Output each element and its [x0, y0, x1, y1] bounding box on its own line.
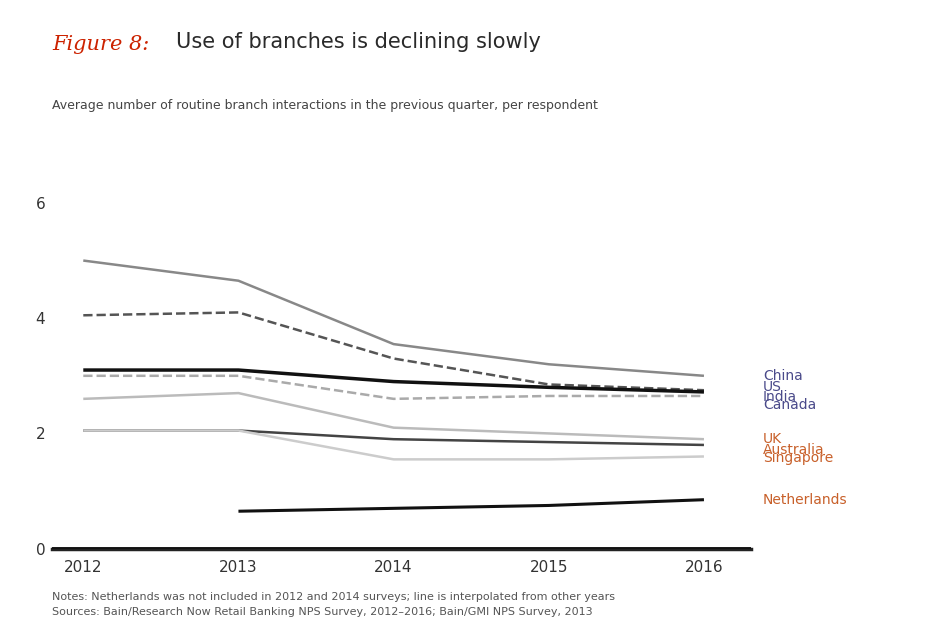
Text: Netherlands: Netherlands — [763, 493, 847, 507]
Text: Notes: Netherlands was not included in 2012 and 2014 surveys; line is interpolat: Notes: Netherlands was not included in 2… — [52, 592, 616, 602]
Text: India: India — [763, 390, 797, 404]
Text: Sources: Bain/Research Now Retail Banking NPS Survey, 2012–2016; Bain/GMI NPS Su: Sources: Bain/Research Now Retail Bankin… — [52, 607, 593, 618]
Text: China: China — [763, 369, 803, 383]
Text: UK: UK — [763, 432, 782, 446]
Text: Canada: Canada — [763, 397, 816, 412]
Text: Average number of routine branch interactions in the previous quarter, per respo: Average number of routine branch interac… — [52, 99, 598, 112]
Text: Figure 8:: Figure 8: — [52, 35, 149, 54]
Text: Australia: Australia — [763, 443, 825, 457]
Text: Use of branches is declining slowly: Use of branches is declining slowly — [176, 32, 541, 52]
Text: US: US — [763, 380, 782, 394]
Text: Singapore: Singapore — [763, 451, 833, 465]
